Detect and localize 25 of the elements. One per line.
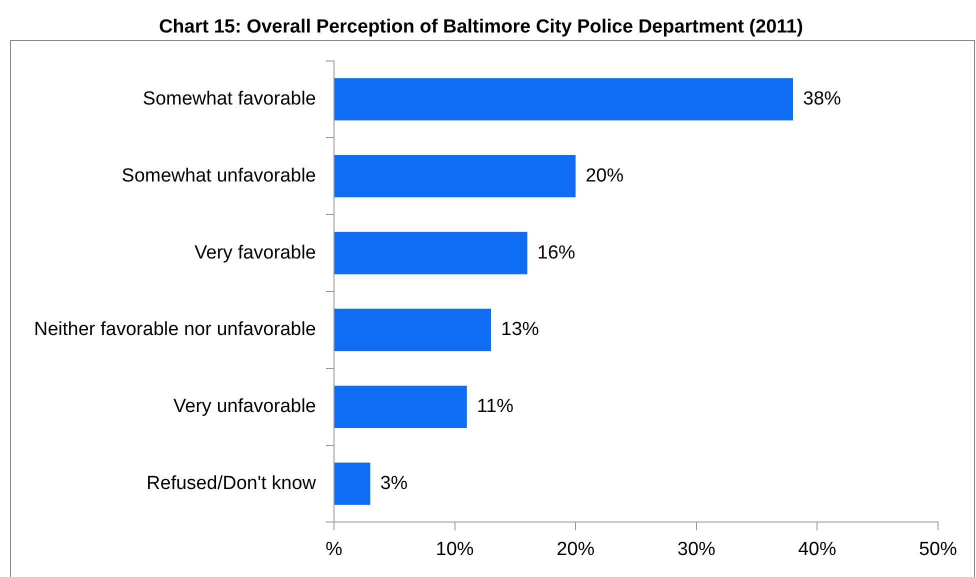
data-label: 3% <box>380 472 408 494</box>
x-tick-label: 20% <box>556 538 595 560</box>
x-tick-label: 30% <box>677 538 716 560</box>
y-tick-label: Refused/Don't know <box>146 472 316 494</box>
bar <box>334 78 794 120</box>
data-label: 11% <box>476 396 514 418</box>
x-tick-label: 10% <box>436 538 474 560</box>
y-tick-label: Very unfavorable <box>173 396 316 418</box>
x-tick-label: 50% <box>918 538 958 560</box>
data-label: 20% <box>586 165 624 186</box>
y-tick-label: Somewhat unfavorable <box>122 165 316 186</box>
data-label: 38% <box>803 88 842 110</box>
data-label: 13% <box>501 319 540 340</box>
bar <box>334 155 576 198</box>
data-label: 16% <box>537 242 576 264</box>
x-tick-label: 40% <box>798 538 836 560</box>
chart-title: Chart 15: Overall Perception of Baltimore City Police Department (2011) <box>158 16 804 38</box>
y-tick-label: Neither favorable nor unfavorable <box>34 319 316 340</box>
bar <box>334 308 492 352</box>
y-tick-label: Very favorable <box>194 242 316 264</box>
y-tick-label: Somewhat favorable <box>142 88 316 110</box>
bar <box>334 462 370 505</box>
bar <box>334 386 467 428</box>
x-tick-label: % <box>326 538 343 560</box>
bar <box>334 232 528 274</box>
